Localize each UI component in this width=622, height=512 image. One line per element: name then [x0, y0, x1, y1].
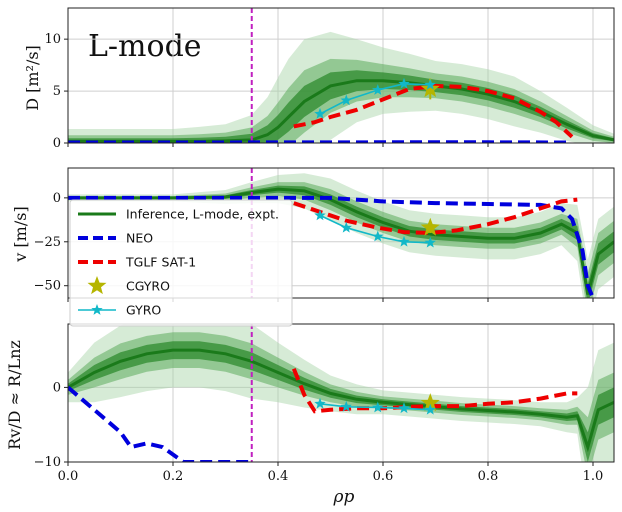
inference-line [68, 348, 614, 453]
gyro-point-0 [314, 397, 326, 409]
neo-line [68, 385, 252, 462]
xtick-label-1: 0.2 [163, 469, 184, 484]
ytick-label-1: −25 [34, 235, 61, 250]
legend-label-4: GYRO [126, 303, 161, 318]
ytick-label-0: 0 [53, 380, 61, 395]
legend: Inference, L-mode, expt. NEO TGLF SAT-1 CGY… [69, 199, 293, 327]
legend-box [69, 199, 293, 327]
gyro-point-4 [424, 78, 436, 90]
plot-area-1 [68, 168, 614, 298]
gyro-point-2 [372, 84, 384, 95]
xtick-label-5: 1.0 [583, 469, 604, 484]
gyro-point-2 [372, 401, 384, 413]
inference-band-2 [68, 58, 614, 143]
gyro-point-1 [340, 221, 352, 233]
plot-area-0 [68, 8, 614, 143]
xtick-label-0: 0.0 [58, 469, 79, 484]
cgyro-point [420, 217, 440, 236]
axes-frame [67, 323, 615, 463]
xtick-label-4: 0.8 [478, 469, 499, 484]
legend-label-0: Inference, L-mode, expt. [126, 207, 279, 222]
ytick-label-1: −10 [34, 455, 61, 470]
xtick-label-3: 0.6 [373, 469, 394, 484]
ytick-label-1: 5 [53, 84, 61, 99]
gyro-point-4 [424, 403, 436, 415]
xlabel-rho: ρp [333, 487, 355, 507]
panel-diffusion: D [m²/s] L-mode 0 5 10 [23, 7, 615, 151]
ytick-label-0: 0 [53, 136, 61, 151]
cgyro-point [420, 79, 440, 98]
legend-key-cgyro [87, 276, 107, 295]
gyro-point-3 [398, 402, 410, 414]
ytick-label-2: −50 [34, 279, 61, 294]
axes-frame [67, 7, 615, 144]
cgyro-point [420, 393, 440, 412]
neo-line [68, 195, 595, 298]
gyro-point-1 [340, 400, 352, 412]
axes-frame [67, 167, 615, 299]
gyro-point-0 [314, 107, 326, 119]
tglf-sat-1-line [293, 197, 578, 236]
legend-label-3: CGYRO [126, 279, 170, 294]
panel-title-lmode: L-mode [88, 29, 202, 64]
gyro-point-3 [398, 235, 410, 247]
legend-label-1: NEO [126, 231, 153, 246]
ylabel-diffusion: D [m²/s] [23, 45, 42, 111]
gyro-point-0 [314, 209, 326, 221]
ylabel-convection: v [m/s] [11, 206, 30, 262]
panel-ratio: Rv/D ≈ R/Lnz ρp 0 −100.0 0.2 0.4 0.6 0.8 1.0 [5, 323, 615, 507]
gyro-point-4 [424, 236, 436, 248]
panel-convection: v [m/s] 0 −25 −50 [11, 167, 615, 302]
tglf-sat-1-line [291, 368, 578, 414]
legend-label-2: TGLF SAT-1 [125, 255, 196, 270]
inference-band-1 [68, 185, 614, 298]
inference-band-1 [68, 341, 614, 462]
plot-area-2 [68, 324, 614, 462]
ylabel-ratio: Rv/D ≈ R/Lnz [5, 340, 24, 450]
legend-key-gyro-star [91, 304, 103, 315]
xtick-label-2: 0.4 [268, 469, 289, 484]
gyro-point-3 [398, 77, 410, 89]
gyro-point-1 [340, 94, 352, 106]
gyro-point-2 [372, 230, 384, 242]
ytick-label-2: 10 [44, 32, 61, 47]
ytick-label-0: 0 [53, 191, 61, 206]
